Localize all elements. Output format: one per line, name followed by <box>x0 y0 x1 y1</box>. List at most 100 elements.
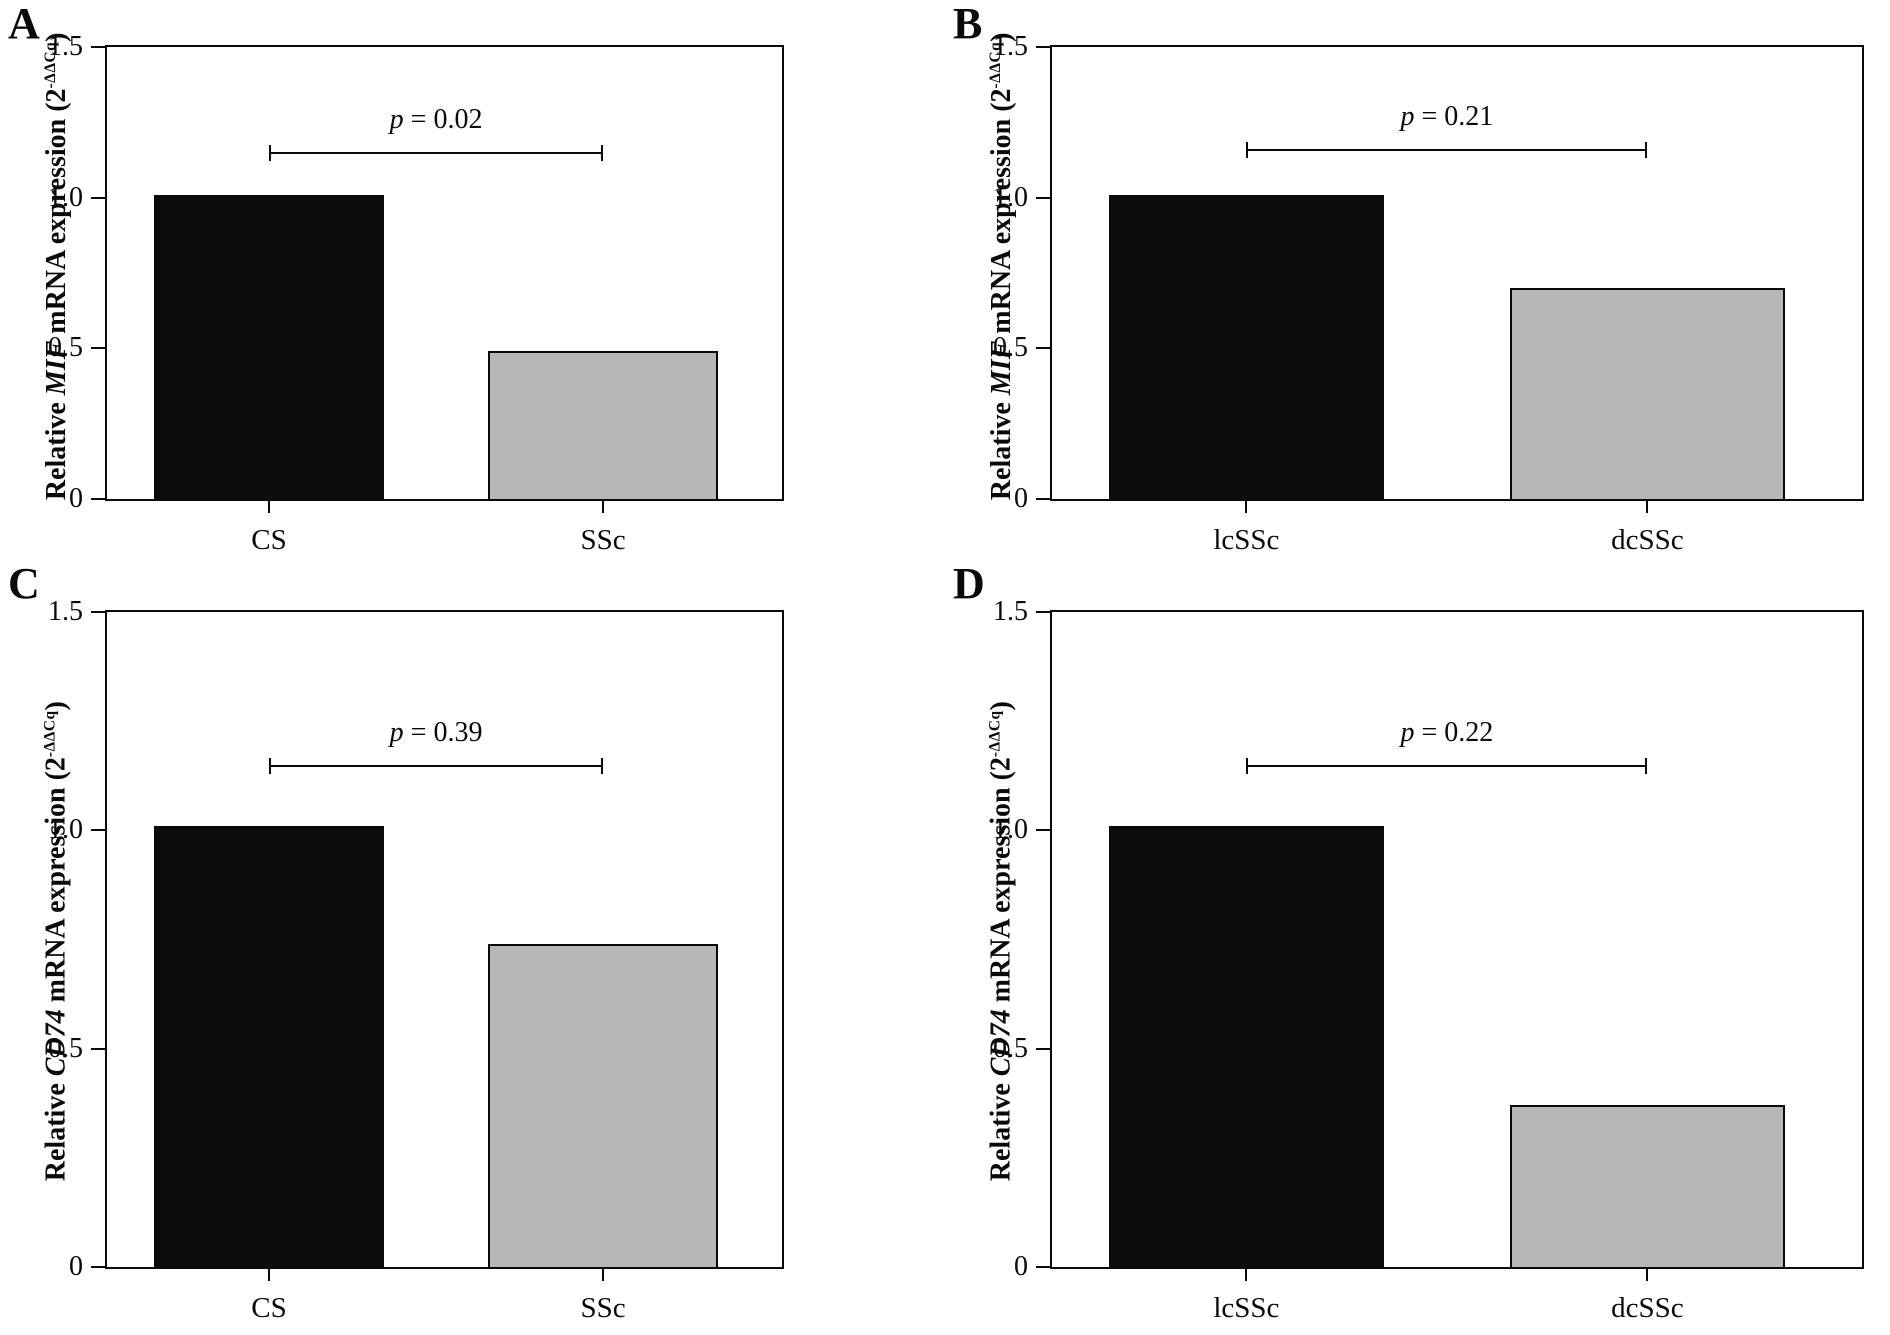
y-axis-tick <box>1036 196 1050 199</box>
x-axis-tick <box>602 501 605 513</box>
p-value-annotation: p = 0.22 <box>1400 716 1494 748</box>
significance-bracket <box>269 145 604 162</box>
bar-lcssc <box>1108 194 1385 499</box>
y-axis-tick-label: 0 <box>1014 1251 1028 1282</box>
x-axis-category-label: CS <box>251 1292 287 1324</box>
plot-area: 0 0.5 1.0 1.5 lcSSc dcSSc p = 0.21 <box>993 33 1864 555</box>
y-axis-tick-label: 0 <box>69 483 83 514</box>
y-axis-tick <box>91 1266 105 1268</box>
y-axis-title: Relative MIF mRNA expression (2-ΔΔCq) <box>976 33 1022 501</box>
bracket-left-cap <box>1246 142 1249 159</box>
p-value-annotation: p = 0.21 <box>1400 101 1494 133</box>
y-axis-tick-label: 0 <box>1014 483 1028 514</box>
x-axis-category-label: SSc <box>580 524 626 556</box>
y-axis-title-prefix: Relative <box>40 1076 72 1182</box>
significance-bracket <box>269 757 604 774</box>
bar-cs <box>154 194 384 499</box>
y-axis-tick <box>1036 347 1050 350</box>
y-axis-title-mid: mRNA expression (2 <box>985 757 1017 1010</box>
x-axis-category-label: dcSSc <box>1611 524 1684 556</box>
panel-b: B Relative MIF mRNA expression (2-ΔΔCq) … <box>945 0 1890 560</box>
y-axis-tick-label: 0.5 <box>993 332 1028 364</box>
y-axis-tick-label: 0.5 <box>48 332 83 364</box>
panel-a: A Relative MIF mRNA expression (2-ΔΔCq) … <box>0 0 945 560</box>
y-axis-tick-label: 1.5 <box>48 31 83 62</box>
y-axis-tick-label: 1.5 <box>993 596 1028 627</box>
bracket-left-cap <box>269 757 271 774</box>
y-axis-title: Relative MIF mRNA expression (2-ΔΔCq) <box>31 33 77 501</box>
bracket-right-cap <box>601 145 604 162</box>
y-axis-title-mid: mRNA expression (2 <box>41 88 73 341</box>
y-axis-tick <box>1036 498 1050 500</box>
panel-label-c: C <box>8 559 40 608</box>
y-axis-tick-label: 0.5 <box>48 1032 83 1064</box>
p-symbol: p <box>1400 101 1415 133</box>
bar-lcssc <box>1108 825 1385 1267</box>
x-axis-tick <box>1646 501 1649 513</box>
bracket-right-cap <box>601 757 604 774</box>
y-axis-tick <box>1036 1266 1050 1268</box>
x-axis-category-label: CS <box>251 524 287 556</box>
x-axis-tick <box>268 501 270 513</box>
y-axis-title-mid: mRNA expression (2 <box>986 88 1018 341</box>
y-axis-title-mid: mRNA expression (2 <box>40 757 72 1010</box>
y-axis-tick <box>91 1047 105 1050</box>
panel-label-a: A <box>8 0 40 48</box>
bracket-left-cap <box>269 145 271 162</box>
y-axis-tick-label: 0 <box>69 1251 83 1282</box>
y-axis-tick <box>91 611 105 613</box>
plot-area: 0 0.5 1.0 1.5 CS SSc p = 0.39 <box>48 598 784 1323</box>
bar-dcssc <box>1509 288 1786 499</box>
panel-label-d: D <box>953 559 985 608</box>
y-axis-tick-label: 1.5 <box>993 31 1028 62</box>
significance-bracket <box>1246 757 1648 774</box>
y-axis-tick <box>91 498 105 500</box>
y-axis-tick-label: 1.0 <box>993 814 1028 846</box>
bar-ssc <box>488 943 718 1267</box>
p-symbol: p <box>389 716 404 748</box>
x-axis-category-label: SSc <box>580 1292 626 1324</box>
y-axis-tick <box>91 196 105 199</box>
y-axis-tick <box>1036 46 1050 48</box>
y-axis-title-end: ) <box>40 701 72 711</box>
x-axis-category-label: lcSSc <box>1213 524 1280 556</box>
bracket-right-cap <box>1645 142 1648 159</box>
x-axis-tick <box>268 1269 270 1281</box>
significance-bracket <box>1246 142 1648 159</box>
panel-label-b: B <box>953 0 983 48</box>
y-axis-tick <box>1036 1047 1050 1050</box>
y-axis-tick <box>91 347 105 350</box>
y-axis-tick-label: 1.0 <box>48 181 83 213</box>
p-value-annotation: p = 0.39 <box>389 716 483 748</box>
y-axis-title: Relative CD74 mRNA expression (2-ΔΔCq) <box>975 614 1021 1269</box>
y-axis-tick-label: 1.5 <box>48 596 83 627</box>
plot-area: 0 0.5 1.0 1.5 lcSSc dcSSc p = 0.22 <box>993 598 1864 1323</box>
p-value-annotation: p = 0.02 <box>389 104 483 136</box>
bracket-right-cap <box>1645 757 1648 774</box>
x-axis-tick <box>1646 1269 1649 1281</box>
panel-d: D Relative CD74 mRNA expression (2-ΔΔCq)… <box>945 559 1890 1335</box>
x-axis-tick <box>602 1269 605 1281</box>
y-axis-tick <box>91 829 105 832</box>
plot-area: 0 0.5 1.0 1.5 CS SSc p = 0.02 <box>48 33 784 555</box>
y-axis-tick-label: 1.0 <box>993 181 1028 213</box>
y-axis-tick-label: 1.0 <box>48 814 83 846</box>
y-axis-tick-label: 0.5 <box>993 1032 1028 1064</box>
bar-dcssc <box>1509 1105 1786 1267</box>
x-axis-tick <box>1245 501 1248 513</box>
panel-c: C Relative CD74 mRNA expression (2-ΔΔCq)… <box>0 559 945 1335</box>
y-axis-title-superscript: -ΔΔCq <box>41 710 59 758</box>
x-axis-category-label: dcSSc <box>1611 1292 1684 1324</box>
x-axis-category-label: lcSSc <box>1213 1292 1280 1324</box>
y-axis-tick <box>1036 611 1050 613</box>
bar-ssc <box>488 351 718 499</box>
x-axis-tick <box>1245 1269 1248 1281</box>
y-axis-title: Relative CD74 mRNA expression (2-ΔΔCq) <box>30 614 76 1269</box>
y-axis-title-prefix: Relative <box>985 1076 1017 1182</box>
bar-cs <box>154 825 384 1267</box>
bracket-left-cap <box>1246 757 1249 774</box>
y-axis-title-end: ) <box>985 701 1017 711</box>
y-axis-tick <box>91 46 105 48</box>
y-axis-tick <box>1036 829 1050 832</box>
